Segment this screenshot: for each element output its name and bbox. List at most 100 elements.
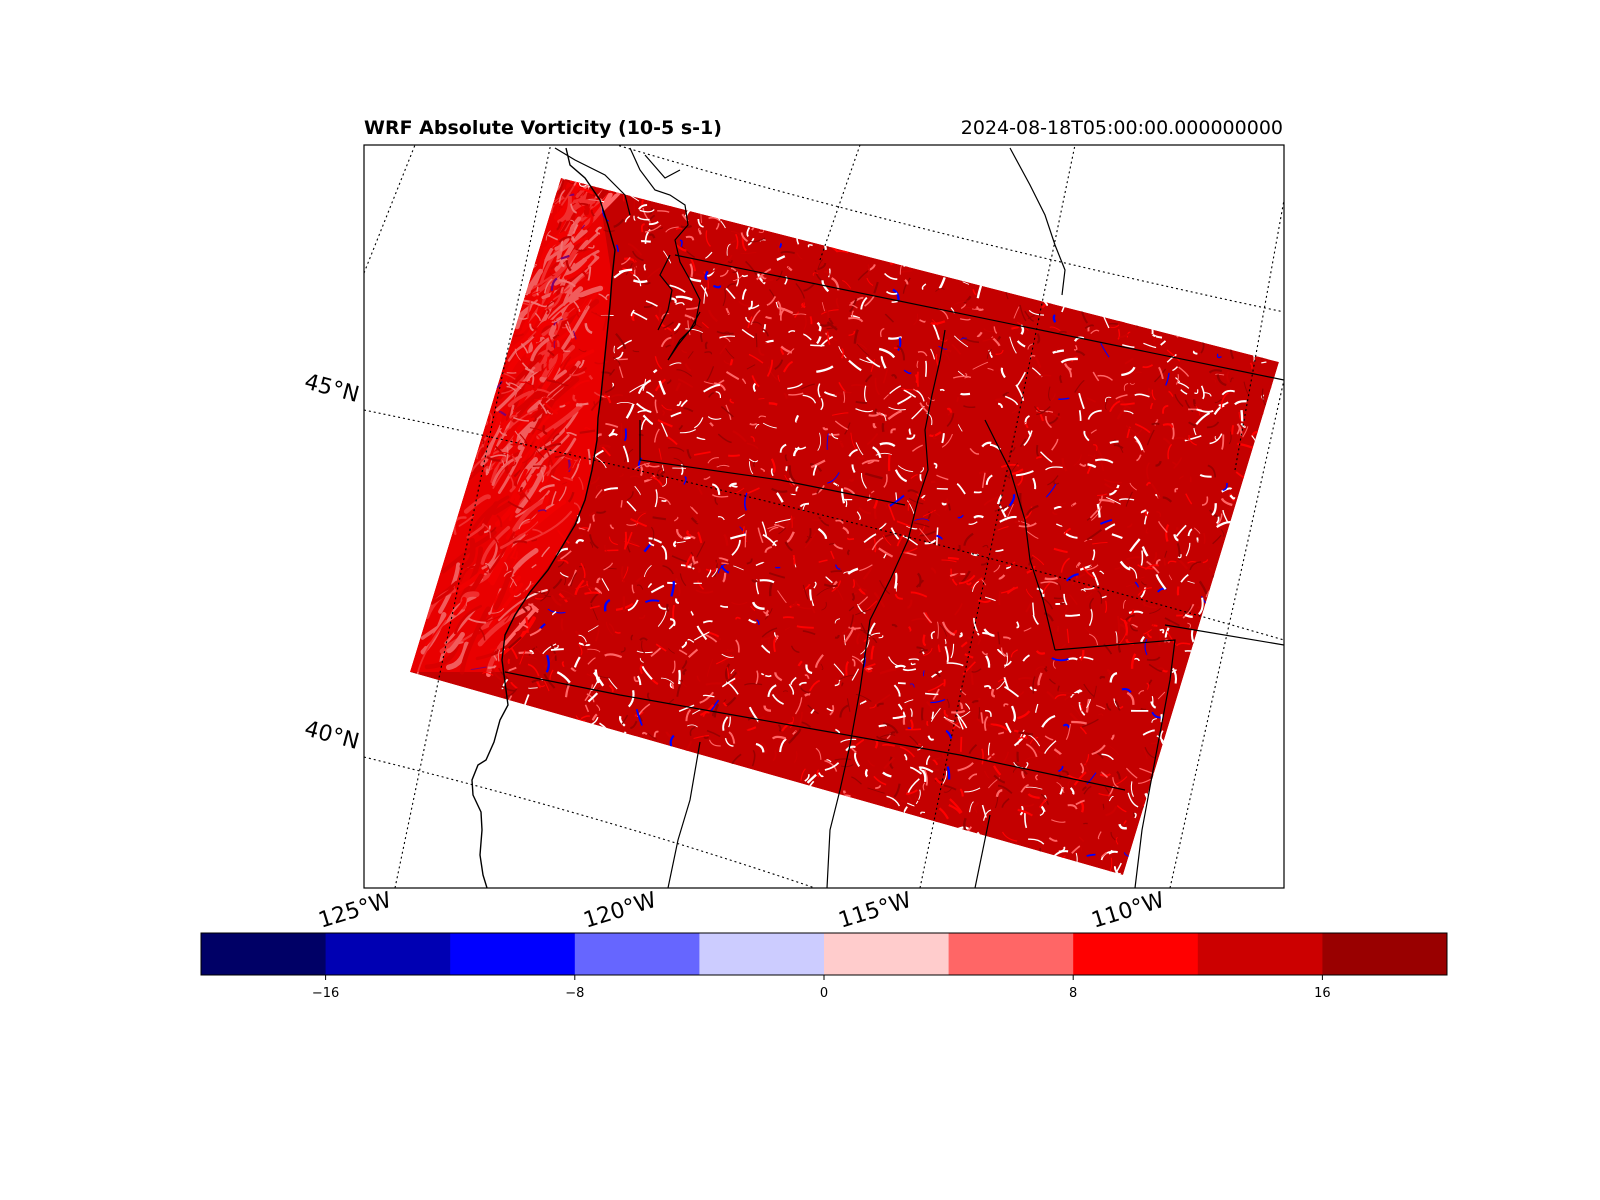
land-texture-stroke (712, 558, 718, 571)
land-texture-stroke (1159, 628, 1165, 634)
land-texture-stroke (1026, 565, 1036, 574)
land-texture-stroke (878, 635, 884, 639)
land-texture-stroke (1035, 444, 1040, 458)
land-texture-stroke (914, 795, 921, 802)
land-texture-stroke (1212, 202, 1216, 207)
land-texture-stroke (528, 781, 538, 790)
land-texture-stroke (1231, 706, 1237, 713)
land-texture-stroke (734, 844, 742, 862)
land-texture-stroke (1180, 781, 1194, 790)
land-texture-stroke (821, 309, 839, 315)
land-texture-stroke (795, 486, 799, 492)
land-texture-stroke (1265, 488, 1271, 497)
land-texture-stroke (1211, 378, 1217, 383)
land-texture-stroke (669, 767, 676, 777)
land-texture-stroke (729, 359, 734, 366)
land-texture-stroke (475, 792, 481, 795)
land-texture-stroke (968, 803, 978, 814)
land-texture-stroke (554, 827, 570, 834)
land-texture-stroke (968, 521, 978, 525)
land-texture-stroke (1231, 745, 1239, 751)
ocean-swirl (592, 178, 616, 196)
land-texture-stroke (644, 839, 651, 855)
land-texture-stroke (596, 704, 601, 712)
land-texture-stroke (1200, 726, 1216, 736)
land-texture-stroke (1243, 675, 1253, 680)
land-texture-stroke (650, 847, 654, 857)
land-texture-stroke (930, 698, 946, 704)
land-texture-stroke (879, 734, 896, 738)
land-texture-stroke (1071, 704, 1083, 720)
land-texture-stroke (788, 465, 796, 483)
land-texture-stroke (935, 353, 939, 366)
land-texture-stroke (878, 190, 890, 198)
land-texture-stroke (1052, 660, 1056, 669)
land-texture-stroke (482, 273, 493, 284)
land-texture-stroke (1121, 366, 1136, 377)
land-texture-stroke (1221, 389, 1235, 396)
land-texture-stroke (990, 723, 1009, 731)
land-texture-stroke (800, 768, 806, 781)
land-texture-stroke (803, 333, 812, 341)
land-texture-stroke (488, 312, 496, 324)
land-texture-stroke (1103, 478, 1122, 484)
land-texture-stroke (1025, 504, 1039, 516)
land-texture-stroke (658, 306, 662, 325)
land-texture-stroke (1222, 796, 1227, 803)
land-texture-stroke (687, 320, 691, 336)
land-texture-stroke (1150, 402, 1154, 410)
land-texture-stroke (1053, 748, 1062, 756)
land-texture-stroke (883, 474, 888, 488)
land-texture-stroke (909, 207, 916, 210)
land-texture-stroke (1150, 821, 1157, 827)
land-texture-stroke (1207, 184, 1220, 200)
land-texture-stroke (1261, 250, 1270, 258)
land-texture-stroke (629, 475, 641, 478)
land-texture-stroke (550, 648, 564, 651)
land-texture-stroke (1194, 697, 1200, 703)
land-texture-stroke (500, 221, 507, 236)
land-texture-stroke (1045, 181, 1052, 193)
land-texture-stroke (1166, 305, 1172, 312)
land-texture-stroke (622, 774, 626, 779)
land-texture-stroke (550, 594, 562, 607)
land-texture-stroke (1001, 798, 1010, 808)
land-texture-stroke (887, 409, 902, 421)
land-texture-stroke (921, 283, 927, 291)
land-texture-stroke (728, 731, 736, 744)
land-texture-stroke (1027, 343, 1034, 350)
land-texture-stroke (909, 719, 914, 730)
land-texture-stroke (865, 668, 873, 673)
land-texture-stroke (1261, 515, 1279, 520)
land-texture-stroke (581, 187, 594, 195)
land-texture-stroke (1164, 627, 1170, 638)
land-texture-stroke (849, 852, 854, 857)
land-texture-stroke (988, 742, 991, 756)
land-texture-stroke (774, 518, 792, 524)
land-texture-stroke (1053, 850, 1069, 858)
land-texture-stroke (829, 704, 835, 716)
land-texture-stroke (552, 750, 560, 761)
land-texture-stroke (809, 192, 813, 211)
land-texture-stroke (805, 664, 813, 675)
land-texture-stroke (1185, 542, 1191, 557)
land-texture-stroke (940, 254, 947, 263)
land-texture-stroke (587, 648, 601, 653)
land-texture-stroke (613, 218, 625, 228)
land-texture-stroke (1103, 288, 1107, 298)
land-texture-stroke (916, 572, 922, 588)
land-texture-stroke (1240, 225, 1245, 237)
land-texture-stroke (945, 718, 961, 729)
land-texture-stroke (1093, 685, 1097, 699)
land-texture-stroke (1091, 571, 1100, 586)
land-texture-stroke (1190, 238, 1200, 253)
land-texture-stroke (550, 850, 560, 853)
land-texture-stroke (846, 864, 849, 875)
land-texture-stroke (1220, 691, 1233, 697)
land-texture-stroke (665, 226, 679, 233)
land-texture-stroke (1038, 291, 1054, 297)
land-texture-stroke (705, 861, 711, 869)
land-texture-stroke (1157, 667, 1165, 671)
land-texture-stroke (1160, 730, 1164, 745)
land-texture-stroke (968, 744, 978, 754)
